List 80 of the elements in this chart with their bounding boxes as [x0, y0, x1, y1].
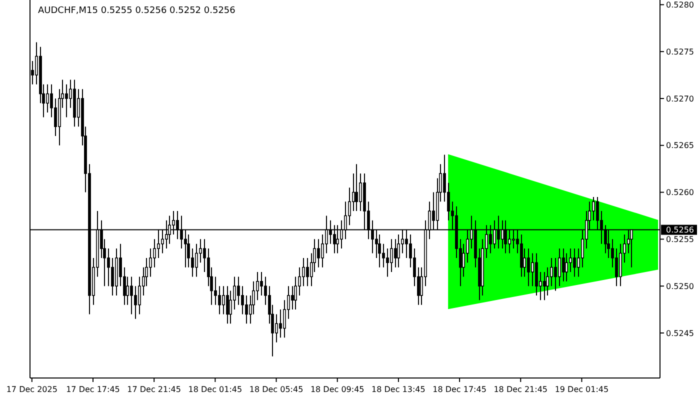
candlestick [199, 238, 202, 264]
candlestick [126, 276, 129, 306]
ref-line-label: 0.5256 [666, 226, 694, 235]
candlestick [390, 238, 393, 273]
x-tick-label: 18 Dec 09:45 [310, 385, 364, 394]
candlestick [233, 276, 236, 310]
candlestick [218, 286, 221, 315]
candlestick [134, 286, 137, 320]
candlestick [386, 248, 389, 278]
candlestick [306, 257, 309, 287]
candlestick [348, 187, 351, 226]
candlestick [394, 238, 397, 268]
y-tick-label: 0.5260 [666, 188, 694, 198]
candlestick [520, 234, 523, 278]
candlestick [214, 276, 217, 306]
candlestick [111, 257, 114, 296]
candlestick [153, 238, 156, 268]
candlestick [187, 234, 190, 268]
candlestick [615, 248, 618, 287]
candlestick [302, 257, 305, 287]
candlestick [149, 248, 152, 278]
candlestick [535, 252, 538, 296]
candlestick [46, 84, 49, 114]
x-tick-label: 17 Dec 2025 [6, 385, 58, 394]
candlestick [138, 276, 141, 315]
candlestick [291, 286, 294, 310]
x-tick-label: 18 Dec 13:45 [372, 385, 426, 394]
candlestick [352, 173, 355, 212]
candlestick [275, 314, 278, 343]
candlestick [543, 272, 546, 301]
candlestick [531, 252, 534, 287]
candlestick [279, 309, 282, 338]
candlestick [378, 234, 381, 268]
y-tick-label: 0.5255 [666, 234, 694, 244]
y-tick-label: 0.5280 [666, 0, 694, 10]
candlestick [107, 248, 110, 287]
x-tick-label: 19 Dec 01:45 [554, 385, 609, 394]
candlestick [317, 238, 320, 268]
candlestick [558, 248, 561, 287]
candlestick [260, 272, 263, 296]
candlestick [527, 248, 530, 287]
candlestick [203, 238, 206, 273]
candlestick [222, 286, 225, 315]
candlestick [550, 257, 553, 287]
candlestick [592, 196, 595, 221]
x-tick-label: 18 Dec 05:45 [249, 385, 304, 394]
x-tick-label: 18 Dec 17:45 [432, 385, 486, 394]
y-tick-label: 0.5250 [666, 282, 694, 291]
x-tick-label: 18 Dec 21:45 [494, 385, 548, 394]
y-tick-label: 0.5275 [666, 47, 694, 56]
candlestick [355, 164, 358, 212]
candlestick [241, 286, 244, 315]
candlestick [462, 243, 465, 278]
candlestick [321, 234, 324, 268]
candlestick [256, 272, 259, 301]
candlestick [565, 252, 568, 282]
y-tick-label: 0.5245 [666, 328, 694, 338]
candlestick [382, 243, 385, 268]
candlestick [54, 98, 57, 137]
candlestick [130, 276, 133, 315]
candlestick [562, 248, 565, 282]
x-tick-label: 18 Dec 01:45 [188, 385, 242, 394]
y-tick-label: 0.5265 [666, 141, 694, 150]
candlestick [294, 276, 297, 310]
candlestick [619, 243, 622, 287]
x-tick-label: 17 Dec 17:45 [66, 385, 120, 394]
candlestick [569, 248, 572, 273]
candlestick [226, 286, 229, 324]
candlestick [546, 266, 549, 296]
candlestick [65, 84, 68, 118]
candlestick [397, 234, 400, 268]
y-tick-label: 0.5270 [666, 94, 694, 104]
candlestick [554, 257, 557, 292]
candlestick [237, 276, 240, 306]
x-tick-label: 17 Dec 21:45 [127, 385, 181, 394]
candlestick [245, 294, 248, 324]
text: AUDCHF,M15 0.5255 0.5256 0.5252 0.5256 [38, 6, 236, 16]
candlestick [359, 173, 362, 212]
candlestick [195, 243, 198, 278]
candlestick [573, 248, 576, 278]
